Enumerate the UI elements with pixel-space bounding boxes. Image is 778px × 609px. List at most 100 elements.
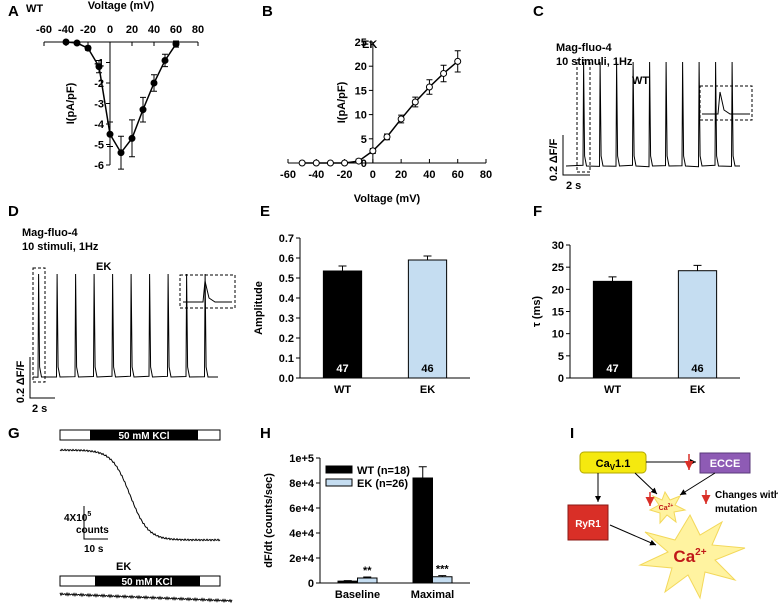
y-tick-label: 10 [355,110,367,122]
dye-label: Mag-fluo-4 [22,227,78,239]
bar [412,477,433,584]
y-tick-label: -3 [94,99,104,111]
x-tick-label: EK [690,384,705,396]
x-tick-label: 0 [370,169,376,181]
point [341,159,349,167]
panel-label: B [262,3,273,20]
x-tick-label: -60 [280,169,296,181]
y-tick-label: -6 [94,160,104,172]
panel-label: F [533,203,542,220]
bar [357,577,378,584]
protocol-label: 10 stimuli, 1Hz [22,241,99,253]
n-label: 47 [606,363,618,375]
n-label: 46 [421,363,433,375]
x-tick-label: 40 [423,169,435,181]
y-tick-label: 8e+4 [289,478,315,490]
point [326,159,334,167]
bar [677,270,718,379]
point [117,149,125,157]
y-tick-label: 0.7 [279,233,294,245]
dashed-box [32,267,46,383]
y-tick-label: 15 [552,307,564,319]
inset-box [179,274,236,309]
ryr1-label: RyR1 [575,519,601,530]
significance: *** [436,564,450,576]
point [411,98,419,106]
trace [565,61,740,168]
y-tick-label: 0 [308,578,314,590]
point [106,130,114,138]
inset-trace [183,280,232,303]
panel-c: C Mag-fluo-4 10 stimuli, 1Hz WT 0.2 ΔF/F… [533,3,753,192]
panel-label: E [260,203,270,220]
x-scale-label: 2 s [32,403,47,415]
error-bar [608,276,617,282]
x-tick-label: 40 [148,24,160,36]
legend-label: EK (n=26) [357,478,408,490]
y-tick-label: 20 [552,284,564,296]
y-tick-label: 6e+4 [289,503,315,515]
point [62,38,70,46]
panel-g: G 50 mM KCl 4X105 counts 10 s EK 50 mM K… [8,425,233,604]
trace [59,448,221,542]
error-bar [338,265,347,271]
x-tick-label: -20 [337,169,353,181]
y-tick-label: 0.3 [279,313,294,325]
genotype-label: EK [96,261,111,273]
y-axis-label: I(pA/pF) [336,81,348,123]
series-label: WT [26,3,43,15]
point [161,56,169,64]
x-tick-label: -20 [80,24,96,36]
series-label: EK [362,39,377,51]
cav-label: CaV1.1 [596,458,631,472]
x-axis-label: Voltage (mV) [354,193,421,205]
ca-small-label: Ca2+ [659,503,674,512]
trace [32,273,218,378]
inset-box [699,85,753,121]
x-tick-label: 20 [395,169,407,181]
y-tick-label: 20 [355,61,367,73]
y-tick-label: 0.5 [279,273,294,285]
y-tick-label: 0 [361,158,367,170]
point [440,69,448,77]
x-tick-label: 80 [192,24,204,36]
ca-sup: 2+ [668,503,674,509]
protocol-label: 10 stimuli, 1Hz [556,56,633,68]
y-scale-label: 4X105 [64,511,91,524]
legend-line-1: Changes with EK [715,490,778,501]
point [397,115,405,123]
error-bar [438,575,447,577]
point [73,39,81,47]
x-scale-label: 10 s [84,544,104,555]
panel-d: D Mag-fluo-4 10 stimuli, 1Hz EK 0.2 ΔF/F… [8,203,236,415]
trace [59,591,233,604]
x-tick-label: 0 [107,24,113,36]
error-bar [423,255,432,260]
ca-big-label: Ca2+ [673,547,706,566]
legend-line-2: mutation [715,504,757,515]
y-scale-label: 0.2 ΔF/F [548,139,560,182]
y-scale-exp: 5 [87,511,91,518]
dashed-box [576,59,591,173]
error-bar [693,264,702,271]
point [454,57,462,65]
y-scale-base: 4X10 [64,513,88,524]
stimulus-on [90,430,198,440]
ryr1-box [567,504,609,541]
y-tick-label: 0.6 [279,253,294,265]
genotype-label: WT [632,75,649,87]
y-axis-label: dF/dt (counts/sec) [263,473,275,568]
ecce-label: ECCE [710,458,741,470]
legend-swatch [325,465,353,474]
legend-swatch [325,478,353,487]
error-bar [343,580,352,582]
significance: ** [363,565,372,577]
y-tick-label: 5 [558,351,564,363]
y-axis-label: I(pA/pF) [65,82,77,124]
point [383,133,391,141]
stimulus-label: 50 mM KCl [121,577,172,588]
y-tick-label: 10 [552,329,564,341]
y-unit-label: counts [76,525,109,536]
red-arrows [645,454,711,506]
